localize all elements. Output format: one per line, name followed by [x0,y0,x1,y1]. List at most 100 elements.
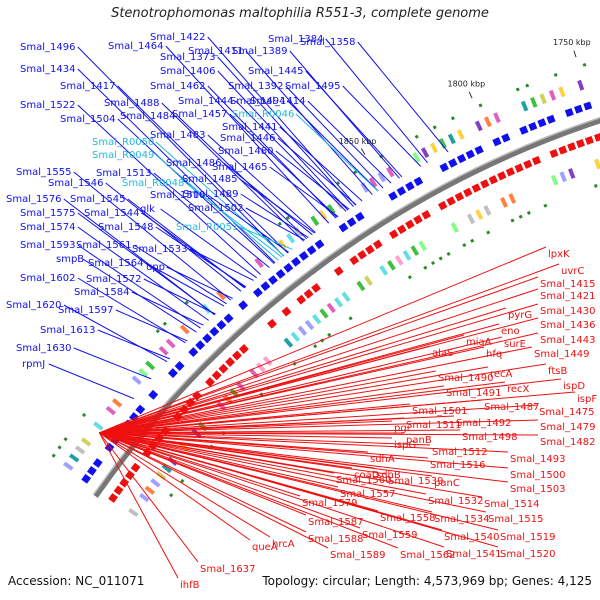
gene-leader-line [99,432,271,538]
forward-cds [148,389,159,400]
gene-leader-line [99,432,361,529]
gene-leader-line [160,208,257,279]
cog-reverse [356,280,366,292]
gene-leader-line [99,432,329,549]
gene-label: uvrC [561,266,584,277]
gene-leader-line [99,346,533,434]
gene-label: lpxK [548,249,570,260]
gc-skew-outer [285,215,290,220]
gene-labels: Smal_1358Smal_1384Smal_1422Smal_1389Smal… [6,32,597,591]
gene-label: coaD [354,470,380,481]
gene-label: Smal_1449 [534,349,589,360]
gene-label: Smal_1544 [84,208,139,219]
gc-skew-inner [486,230,491,235]
gene-label: ftsB [548,366,567,377]
forward-cds [546,114,556,124]
gc-skew-inner [526,210,531,215]
cog-reverse [508,193,517,204]
gene-label: Smal_1482 [540,437,595,448]
forward-cds [501,133,511,143]
forward-cds [252,287,263,298]
cog-reverse [402,250,412,261]
reverse-cds [119,477,130,488]
gene-leader-line [99,432,307,533]
gene-label: rpmJ [22,359,45,370]
gene-label: Smal_1500 [510,470,565,481]
gene-leader-line [99,432,387,475]
cog-reverse [262,356,273,367]
forward-cds [338,222,349,233]
gene-label: Smal_1587 [308,517,363,528]
cog-reverse [256,362,266,373]
gene-label: smpB [56,254,84,265]
cog-reverse [594,158,600,170]
cog-forward [484,116,492,128]
topology-label: Topology: circular; Length: 4,573,969 bp… [262,574,592,588]
reverse-cds [488,175,498,185]
gene-leader-line [325,38,428,164]
gene-label: Smal_1579 [302,498,357,509]
forward-cds [519,125,529,135]
forward-cds [135,404,146,415]
gene-leader-line [99,419,539,434]
forward-cds [238,300,249,311]
cog-reverse [333,297,344,308]
reverse-cds [497,171,507,181]
cog-reverse [550,174,559,186]
gene-label: Smal_1560 [336,475,391,486]
gene-label: Smal_R0050 [92,137,154,148]
gene-label: Smal_1545 [70,194,125,205]
gene-leader-line [99,346,485,434]
kbp-tick-mark [360,148,366,155]
gc-skew-outer [478,103,483,108]
gene-leader-line [99,366,489,434]
cog-reverse [139,493,150,503]
gene-leader-line [115,309,188,342]
gene-leader-line [99,432,399,549]
accession-label: Accession: NC_011071 [8,574,145,588]
gene-leader-line [99,420,393,434]
gene-leader-line [97,329,171,360]
gene-label: Smal_1496 [20,42,75,53]
forward-cds [574,104,583,114]
forward-cds [564,108,574,117]
gene-leader-line [99,404,538,434]
gc-skew-outer [414,134,419,139]
gene-leader-line [240,193,309,239]
gene-label: ispD [563,381,585,392]
reverse-cds [211,370,222,381]
gene-label: Smal_1430 [540,306,595,317]
cog-reverse [161,463,172,474]
gene-label: Smal_1465 [212,162,267,173]
gene-leader-line [277,137,357,206]
cog-forward [420,147,430,158]
cog-forward [111,398,123,408]
gene-leader-line [287,100,379,192]
cog-forward [80,437,92,447]
gene-label: Smal_1493 [510,454,565,465]
gene-leader-line [99,363,547,434]
gene-label: Smal_1436 [540,320,595,331]
gene-label: Smal_1487 [484,402,539,413]
gc-skew-inner [423,265,428,270]
cog-reverse [297,325,308,336]
gene-label: Smal_1444 [178,96,233,107]
gc-skew-outer [553,72,558,77]
gene-label: Smal_1510 [150,190,205,201]
reverse-cds [232,350,242,361]
kbp-tick-mark [573,50,577,58]
gene-leader-line [342,85,422,167]
cog-forward [368,176,378,188]
gene-label: miaA [466,337,492,348]
cog-reverse [364,275,373,286]
backbone-ring [93,118,600,498]
cog-reverse [144,485,155,495]
forward-cds [188,347,199,358]
gene-leader-line [99,432,499,548]
gene-leader-line [189,248,254,281]
gene-leader-line [99,432,429,459]
reverse-cds [471,183,481,193]
gene-label: Smal_1561 [76,240,131,251]
reverse-cds [523,159,533,169]
gene-label: Smal_1479 [540,422,595,433]
